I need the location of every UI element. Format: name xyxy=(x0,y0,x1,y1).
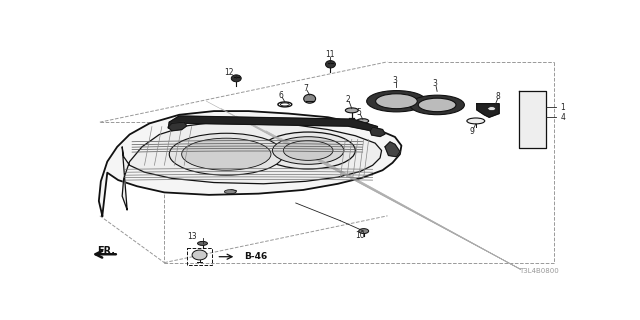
Text: 2: 2 xyxy=(346,95,350,105)
Text: 1: 1 xyxy=(560,103,565,112)
Polygon shape xyxy=(168,122,187,131)
Ellipse shape xyxy=(346,108,358,113)
Polygon shape xyxy=(99,111,401,216)
Polygon shape xyxy=(519,92,547,148)
Polygon shape xyxy=(370,127,385,136)
Ellipse shape xyxy=(367,91,426,112)
Text: 12: 12 xyxy=(224,68,234,77)
Ellipse shape xyxy=(326,60,335,68)
Ellipse shape xyxy=(169,133,284,175)
Text: 11: 11 xyxy=(324,50,334,59)
Text: 3: 3 xyxy=(392,76,397,85)
Text: FR.: FR. xyxy=(97,246,115,256)
Text: 13: 13 xyxy=(187,232,196,241)
Text: T3L4B0800: T3L4B0800 xyxy=(519,268,559,274)
Text: B-46: B-46 xyxy=(244,252,267,261)
Text: 10: 10 xyxy=(355,231,365,240)
Ellipse shape xyxy=(192,250,207,260)
Ellipse shape xyxy=(231,75,241,82)
Ellipse shape xyxy=(284,141,333,160)
Ellipse shape xyxy=(356,119,369,123)
Ellipse shape xyxy=(182,138,271,170)
Ellipse shape xyxy=(467,118,484,124)
Text: 3: 3 xyxy=(432,79,437,89)
Ellipse shape xyxy=(304,94,316,103)
Ellipse shape xyxy=(198,241,207,245)
Ellipse shape xyxy=(273,137,344,164)
Ellipse shape xyxy=(419,98,456,112)
Ellipse shape xyxy=(359,228,369,234)
Ellipse shape xyxy=(376,94,417,109)
Polygon shape xyxy=(385,142,400,157)
Text: 6: 6 xyxy=(278,91,284,100)
Polygon shape xyxy=(477,104,499,117)
Polygon shape xyxy=(122,122,381,210)
Text: 4: 4 xyxy=(560,113,565,122)
Text: 9: 9 xyxy=(469,127,474,136)
Ellipse shape xyxy=(410,95,465,115)
Ellipse shape xyxy=(225,190,236,194)
Text: 5: 5 xyxy=(356,108,361,116)
Text: 7: 7 xyxy=(303,84,308,93)
Polygon shape xyxy=(168,116,378,132)
Ellipse shape xyxy=(488,107,495,111)
Text: 8: 8 xyxy=(496,92,500,101)
Ellipse shape xyxy=(261,132,355,169)
Polygon shape xyxy=(229,190,236,193)
